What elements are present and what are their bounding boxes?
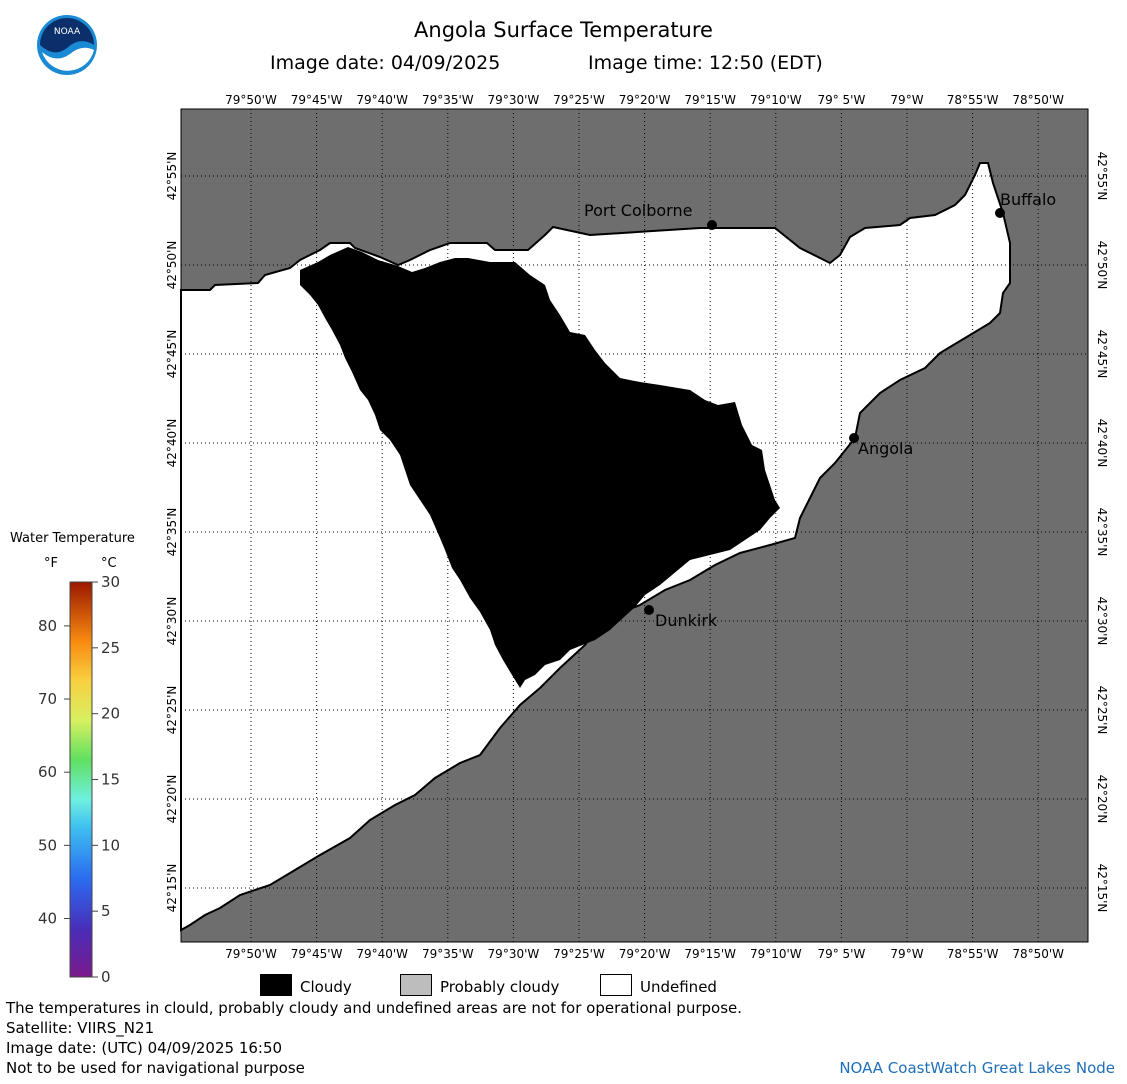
longitude-tick-label: 79°40'W: [356, 947, 408, 961]
city-label: Buffalo: [1000, 190, 1056, 209]
image-date-label: Image date: 04/09/2025: [270, 52, 501, 74]
map-grid: [181, 109, 1088, 942]
longitude-tick-label: 79°15'W: [684, 947, 736, 961]
latitude-tick-label: 42°25'N: [1095, 686, 1109, 735]
city-marker: [707, 220, 717, 230]
legend-f-label: 40: [38, 909, 57, 927]
disclaimer-text: The temperatures in clould, probably clo…: [6, 999, 743, 1017]
navigation-warning: Not to be used for navigational purpose: [6, 1059, 305, 1077]
longitude-tick-label: 79°30'W: [488, 93, 540, 107]
key-undefined-label: Undefined: [640, 978, 717, 996]
longitude-tick-label: 78°55'W: [947, 947, 999, 961]
legend-f-label: 70: [38, 690, 57, 708]
longitude-tick-label: 79°30'W: [488, 947, 540, 961]
longitude-tick-label: 79°20'W: [619, 93, 671, 107]
latitude-tick-label: 42°20'N: [165, 775, 179, 824]
city-marker: [644, 605, 654, 615]
legend-c-label: 15: [101, 771, 120, 789]
key-undefined-swatch: [600, 974, 632, 996]
legend-c-label: 30: [101, 575, 120, 591]
longitude-tick-label: 79°35'W: [422, 93, 474, 107]
latitude-tick-label: 42°50'N: [1095, 241, 1109, 290]
city-markers: Port Colborne Buffalo Angola Dunkirk: [584, 190, 1056, 630]
noaa-logo: NOAA: [37, 15, 97, 75]
key-probably-cloudy-swatch: [400, 974, 432, 996]
legend-c-label: 0: [101, 968, 111, 985]
latitude-tick-label: 42°30'N: [1095, 597, 1109, 646]
cloud-cover-area: [300, 247, 780, 688]
latitude-tick-label: 42°40'N: [1095, 419, 1109, 468]
longitude-tick-label: 79° 5'W: [817, 947, 865, 961]
legend-c-label: 20: [101, 705, 120, 723]
city-marker: [995, 208, 1005, 218]
legend-unit-c: °C: [101, 556, 117, 571]
legend-unit-f: °F: [44, 556, 58, 571]
city-label: Angola: [858, 439, 913, 458]
key-probably-cloudy-label: Probably cloudy: [440, 978, 560, 996]
legend-f-label: 60: [38, 763, 57, 781]
latitude-tick-label: 42°15'N: [165, 864, 179, 913]
map-frame: [180, 108, 1089, 943]
key-cloudy-label: Cloudy: [300, 978, 352, 996]
latitude-tick-label: 42°25'N: [165, 686, 179, 735]
latitude-tick-label: 42°45'N: [165, 330, 179, 379]
longitude-tick-label: 79°45'W: [291, 93, 343, 107]
longitude-tick-label: 78°50'W: [1012, 93, 1064, 107]
longitude-tick-label: 79°35'W: [422, 947, 474, 961]
city-label: Port Colborne: [584, 201, 692, 220]
legend-title: Water Temperature: [10, 531, 135, 546]
longitude-tick-label: 79°25'W: [553, 947, 605, 961]
longitude-tick-label: 79°W: [890, 947, 923, 961]
latitude-tick-label: 42°50'N: [165, 241, 179, 290]
longitude-tick-label: 79°50'W: [225, 93, 277, 107]
satellite-text: Satellite: VIIRS_N21: [6, 1019, 155, 1037]
latitude-tick-label: 42°15'N: [1095, 864, 1109, 913]
latitude-tick-label: 42°35'N: [165, 508, 179, 557]
latitude-tick-label: 42°35'N: [1095, 508, 1109, 557]
city-marker: [849, 433, 859, 443]
latitude-tick-label: 42°40'N: [165, 419, 179, 468]
city-label: Dunkirk: [655, 611, 718, 630]
longitude-tick-label: 79°45'W: [291, 947, 343, 961]
longitude-tick-label: 78°50'W: [1012, 947, 1064, 961]
longitude-tick-label: 79°20'W: [619, 947, 671, 961]
latitude-tick-label: 42°20'N: [1095, 775, 1109, 824]
key-cloudy-swatch: [260, 974, 292, 996]
legend-f-label: 80: [38, 617, 57, 635]
longitude-tick-label: 79°10'W: [750, 93, 802, 107]
latitude-tick-label: 42°55'N: [1095, 152, 1109, 201]
longitude-tick-label: 79°15'W: [684, 93, 736, 107]
longitude-tick-label: 79°25'W: [553, 93, 605, 107]
longitude-tick-label: 79°40'W: [356, 93, 408, 107]
credit-text[interactable]: NOAA CoastWatch Great Lakes Node: [839, 1059, 1115, 1077]
color-bar-gradient: [69, 581, 93, 978]
longitude-tick-label: 79° 5'W: [817, 93, 865, 107]
latitude-tick-label: 42°30'N: [165, 597, 179, 646]
legend-f-label: 50: [38, 836, 57, 854]
axis-tick-labels: 79°50'W 79°50'W 79°45'W 79°45'W 79°40'W 79°40…: [165, 93, 1109, 961]
image-time-label: Image time: 12:50 (EDT): [588, 52, 823, 74]
longitude-tick-label: 79°W: [890, 93, 923, 107]
longitude-tick-label: 78°55'W: [947, 93, 999, 107]
logo-text: NOAA: [54, 27, 81, 37]
legend-c-label: 10: [101, 836, 120, 854]
longitude-tick-label: 79°50'W: [225, 947, 277, 961]
latitude-tick-label: 42°55'N: [165, 152, 179, 201]
utc-date-text: Image date: (UTC) 04/09/2025 16:50: [6, 1039, 283, 1057]
legend-c-label: 5: [101, 902, 111, 920]
longitude-tick-label: 79°10'W: [750, 947, 802, 961]
legend-c-label: 25: [101, 639, 120, 657]
latitude-tick-label: 42°45'N: [1095, 330, 1109, 379]
map-title: Angola Surface Temperature: [414, 18, 713, 42]
